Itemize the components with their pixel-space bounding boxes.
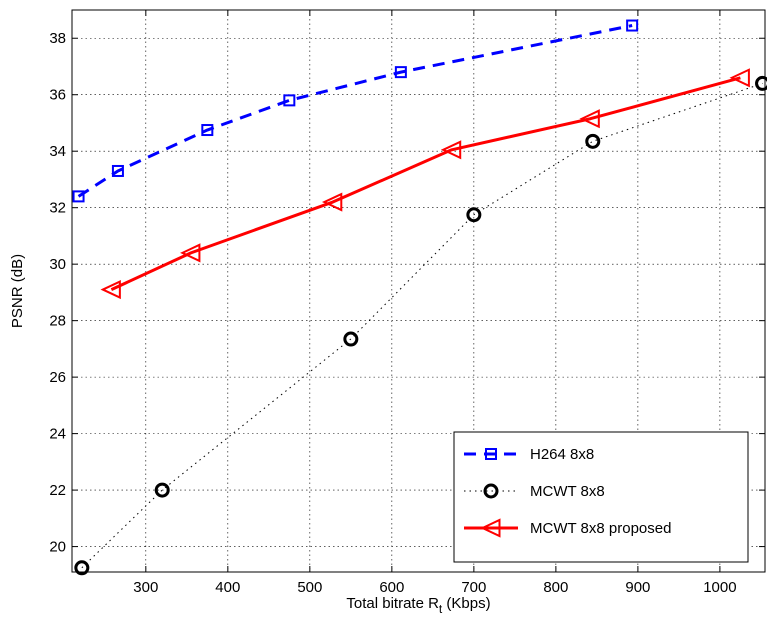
legend-label: MCWT 8x8	[530, 483, 605, 500]
ticks: 300 400 500 600 700 800 900 1000 20 22 24 26 28 30 32 3…	[49, 10, 765, 596]
data-point-triangle	[321, 192, 343, 212]
data-point-square	[485, 448, 497, 460]
y-tick-label: 20	[49, 539, 66, 556]
series-line	[77, 24, 633, 198]
y-tick-label: 22	[49, 482, 66, 499]
series-2	[74, 75, 767, 576]
plot-frame	[71, 9, 766, 573]
data-point-square	[111, 164, 124, 177]
series-layer	[72, 19, 767, 576]
y-tick-label: 30	[49, 256, 66, 273]
data-point-circle	[74, 560, 90, 576]
series-line	[81, 82, 763, 569]
data-point-triangle	[100, 280, 121, 300]
series-3	[100, 68, 750, 300]
data-point-triangle	[729, 68, 750, 88]
data-point-square	[201, 124, 214, 137]
series-line	[110, 76, 741, 291]
data-point-circle	[466, 207, 482, 223]
data-point-circle	[343, 331, 359, 347]
data-point-square	[283, 94, 296, 107]
y-tick-label: 34	[49, 143, 66, 160]
data-point-triangle	[579, 109, 600, 129]
data-point-triangle	[180, 243, 201, 263]
y-tick-label: 36	[49, 87, 66, 104]
y-tick-label: 28	[49, 313, 66, 330]
data-point-circle	[585, 133, 601, 149]
data-point-circle	[755, 75, 767, 91]
x-axis-label-suffix: (Kbps)	[442, 595, 490, 612]
y-tick-label: 26	[49, 369, 66, 386]
data-point-triangle	[440, 140, 462, 160]
x-tick-label: 900	[625, 579, 650, 596]
legend: H264 8x8 MCWT 8x8 MCWT 8x8 proposed	[453, 431, 749, 563]
data-point-circle	[154, 482, 170, 498]
legend-box	[453, 431, 749, 563]
y-tick-label: 24	[49, 426, 66, 443]
x-tick-label: 1000	[703, 579, 736, 596]
x-tick-label: 500	[297, 579, 322, 596]
legend-label: H264 8x8	[530, 446, 594, 463]
y-tick-label: 38	[49, 30, 66, 47]
data-point-square	[626, 19, 639, 32]
y-tick-label: 32	[49, 200, 66, 217]
data-point-circle	[483, 483, 499, 499]
x-tick-label: 700	[461, 579, 486, 596]
x-axis-label-subscript: t	[439, 602, 443, 616]
x-tick-label: 800	[543, 579, 568, 596]
data-point-triangle	[480, 518, 501, 538]
legend-label: MCWT 8x8 proposed	[530, 520, 671, 537]
x-tick-label: 600	[379, 579, 404, 596]
data-point-square	[72, 190, 85, 203]
data-point-square	[394, 66, 407, 79]
x-axis-label-main: Total bitrate R	[346, 595, 439, 612]
series-1	[72, 19, 639, 203]
y-axis-label: PSNR (dB)	[9, 254, 26, 328]
x-axis-label: Total bitrate Rt (Kbps)	[346, 595, 490, 616]
x-tick-label: 400	[215, 579, 240, 596]
x-tick-label: 300	[133, 579, 158, 596]
